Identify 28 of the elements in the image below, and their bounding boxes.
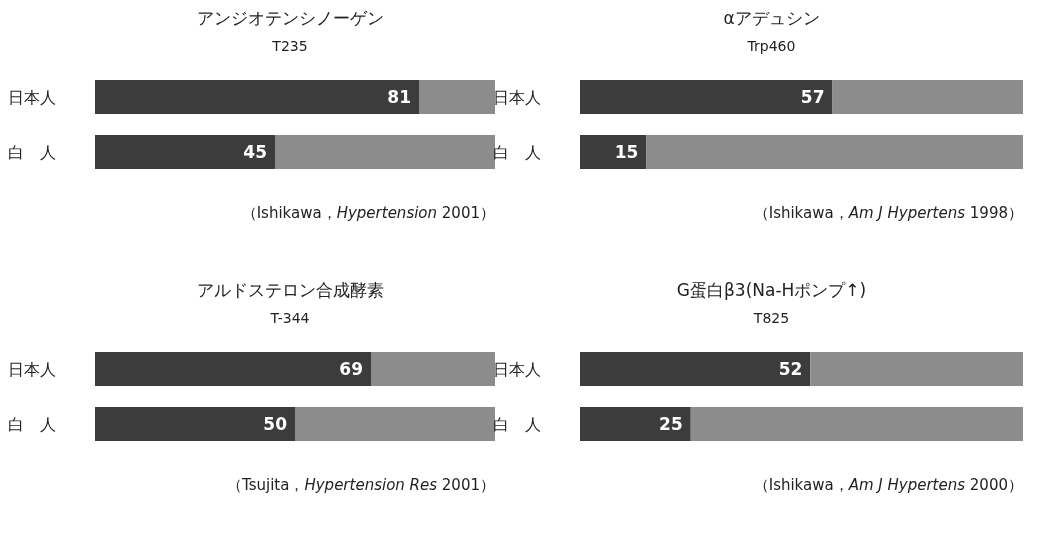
chart-subtitle: Trp460 xyxy=(746,38,796,54)
y-tick-label: 日本人 xyxy=(8,88,56,107)
y-tick-label: 白 人 xyxy=(8,415,56,434)
data-label: 15 xyxy=(614,142,639,162)
data-label: 57 xyxy=(800,87,825,107)
chart-title: アルドステロン合成酵素 xyxy=(196,280,384,300)
y-tick-label: 日本人 xyxy=(8,360,56,379)
y-tick-label: 白 人 xyxy=(493,415,541,434)
y-tick-label: 日本人 xyxy=(493,88,541,107)
data-label: 25 xyxy=(659,414,683,434)
chart-subtitle: T825 xyxy=(752,310,790,326)
text: （Ishikawa，Am J Hypertens 1998） xyxy=(753,204,1023,222)
text: （Ishikawa，Am J Hypertens 2000） xyxy=(753,476,1023,494)
chart-title: アンジオテンシノーゲン xyxy=(196,8,384,28)
chart-subtitle: T235 xyxy=(271,38,308,54)
data-label: 69 xyxy=(339,359,363,379)
y-tick-label: 日本人 xyxy=(493,360,541,379)
chart-subtitle: T-344 xyxy=(269,310,310,326)
chart-title: αアデュシン xyxy=(723,8,820,28)
text: （Tsujita，Hypertension Res 2001） xyxy=(227,476,495,494)
text: （Ishikawa，Hypertension 2001） xyxy=(241,204,495,222)
data-label: 50 xyxy=(263,414,288,434)
data-label: 81 xyxy=(387,87,411,107)
y-tick-label: 白 人 xyxy=(8,143,56,162)
data-label: 45 xyxy=(243,142,267,162)
chart-title: G蛋白β3(Na-Hポンプ↑) xyxy=(676,280,867,300)
data-label: 52 xyxy=(778,359,803,379)
y-tick-label: 白 人 xyxy=(493,143,541,162)
